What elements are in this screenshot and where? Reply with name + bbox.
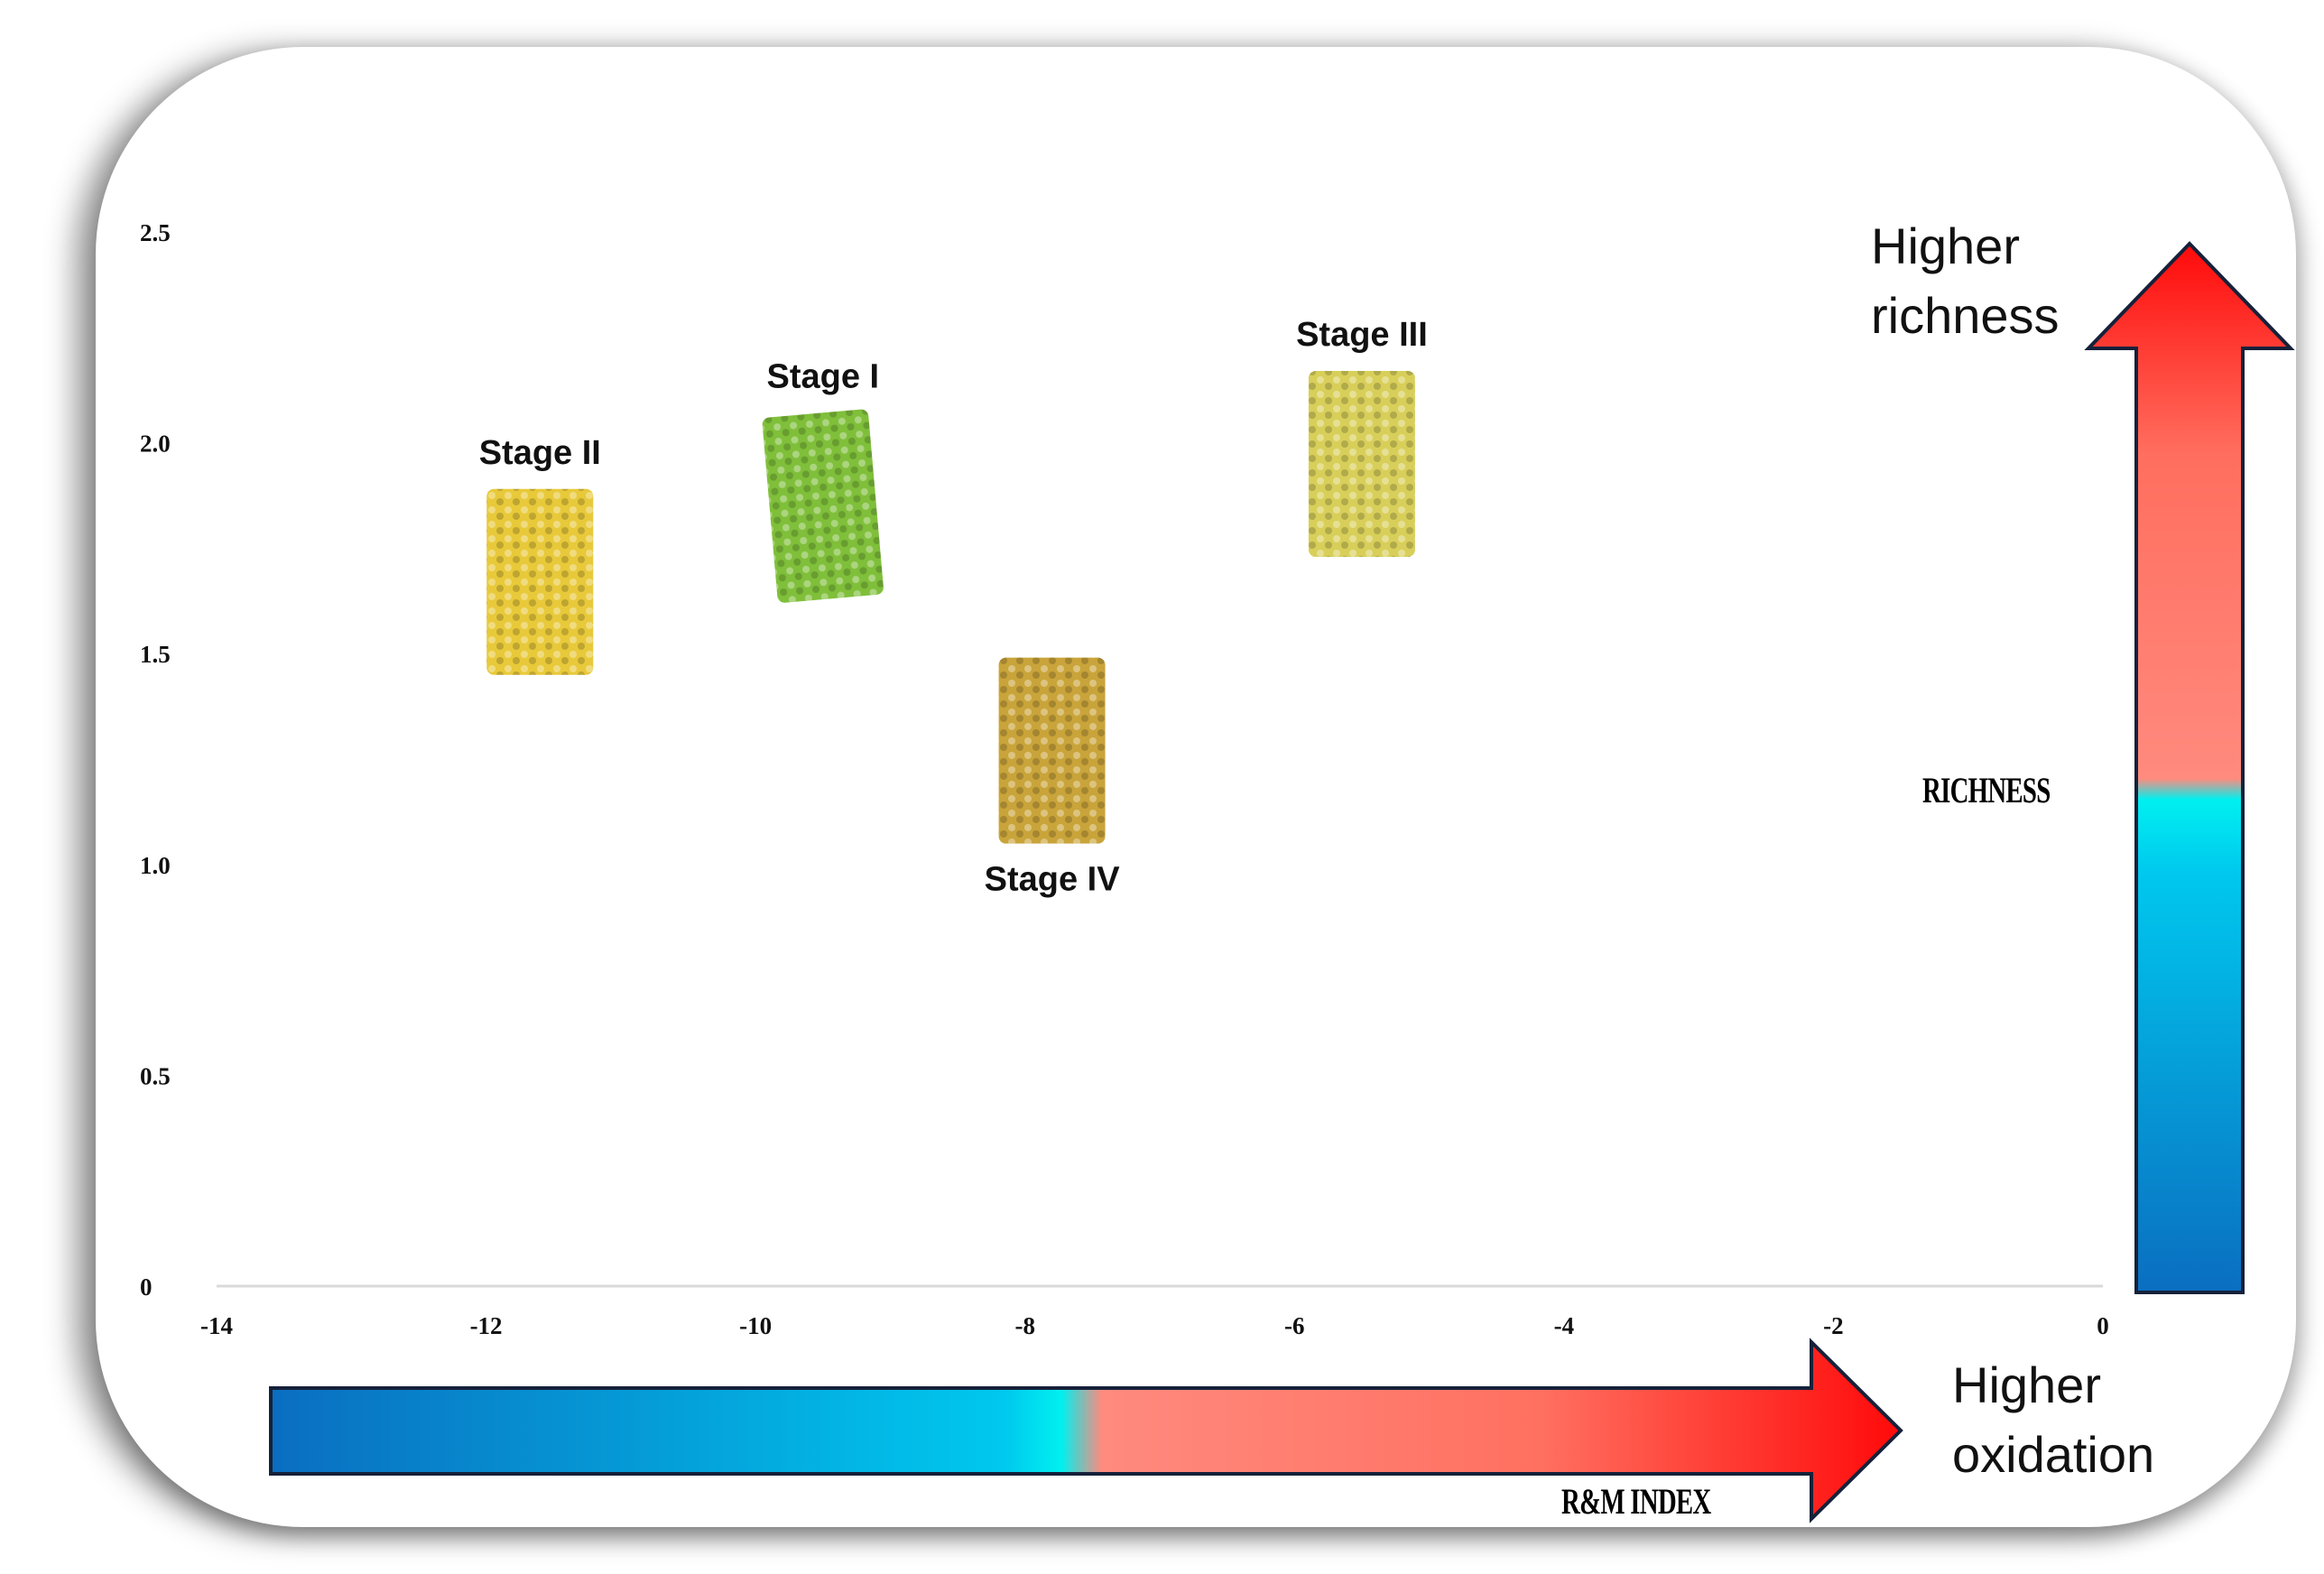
x-tick-label: -6 — [1284, 1312, 1305, 1339]
richness-arrow-text-line1: Higher — [1871, 218, 2020, 274]
oxidation-arrow — [269, 1338, 1903, 1523]
stage-label: Stage I — [766, 358, 879, 396]
x-tick-label: -8 — [1014, 1312, 1035, 1339]
oxidation-arrow-text-line2: oxidation — [1952, 1426, 2155, 1483]
y-axis-label: RICHNESS — [1922, 770, 2051, 810]
stage-label: Stage III — [1296, 316, 1428, 354]
x-tick-label: -12 — [470, 1312, 503, 1339]
x-tick-label: -4 — [1554, 1312, 1575, 1339]
data-points: Stage II Stage I Stage IV Stage III — [479, 316, 1428, 899]
stage-label: Stage IV — [985, 861, 1121, 899]
richness-arrow — [2084, 241, 2295, 1294]
x-tick-label: -10 — [739, 1312, 772, 1339]
y-tick-label: 0.5 — [140, 1062, 171, 1089]
y-tick-label: 1.0 — [140, 852, 171, 879]
chart-card — [96, 47, 2296, 1527]
richness-arrow-text-line2: richness — [1871, 287, 2060, 344]
data-point: Stage III — [1296, 316, 1428, 557]
oxidation-arrow-text: Higher oxidation — [1952, 1350, 2154, 1489]
stage-marker-texture — [762, 409, 884, 603]
oxidation-arrow-text-line1: Higher — [1952, 1356, 2101, 1413]
y-tick-label: 2.5 — [140, 219, 171, 246]
x-axis-label: R&M INDEX — [1561, 1481, 1711, 1522]
y-tick-labels: 0 0.5 1.0 1.5 2.0 2.5 — [140, 219, 171, 1301]
stage-marker-texture — [1308, 370, 1415, 557]
richness-arrow-text: Higher richness — [1871, 211, 2060, 350]
stage-marker-texture — [486, 488, 594, 675]
stage-marker-texture — [998, 657, 1106, 844]
y-tick-label: 1.5 — [140, 641, 171, 668]
data-point: Stage II — [479, 434, 601, 675]
y-tick-label: 0 — [140, 1273, 153, 1301]
data-point: Stage I — [762, 358, 884, 603]
y-tick-label: 2.0 — [140, 431, 171, 458]
stage-label: Stage II — [479, 434, 601, 472]
x-tick-label: 0 — [2097, 1312, 2109, 1339]
x-tick-labels: -14 -12 -10 -8 -6 -4 -2 0 — [200, 1312, 2109, 1339]
x-tick-label: -14 — [200, 1312, 233, 1339]
x-tick-label: -2 — [1823, 1312, 1844, 1339]
data-point: Stage IV — [985, 657, 1121, 899]
